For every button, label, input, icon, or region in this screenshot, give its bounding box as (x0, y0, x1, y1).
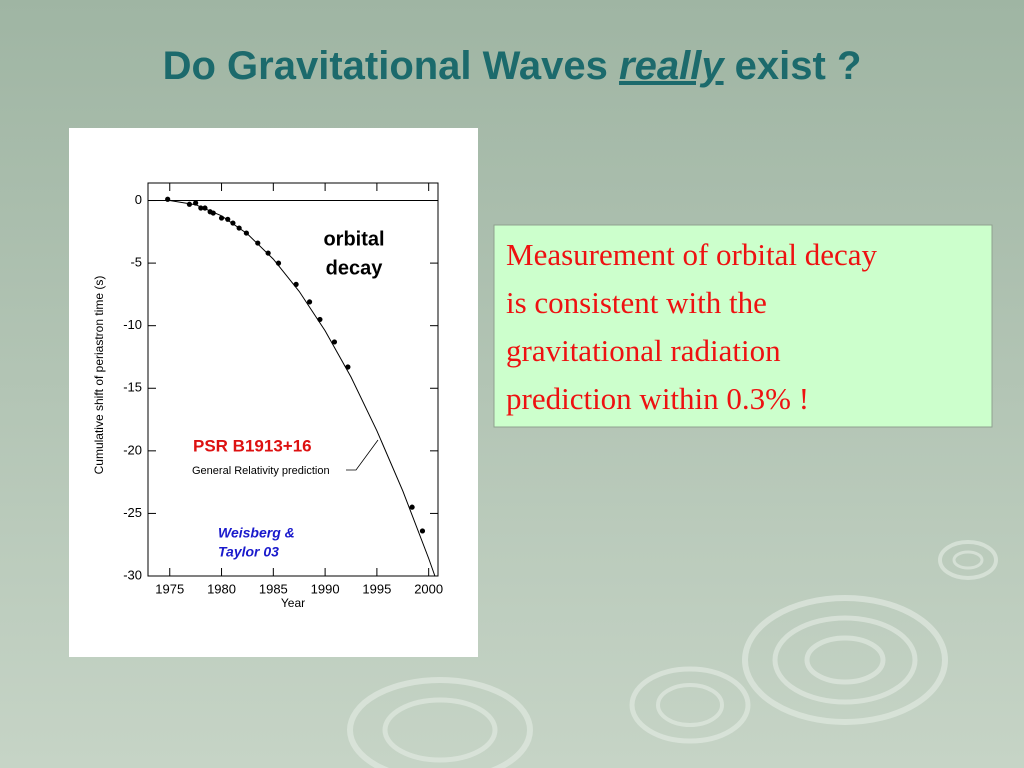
note-text: Measurement of orbital decay is consisten… (506, 237, 877, 416)
title-part: Do Gravitational Waves (163, 44, 619, 88)
note-line: is consistent with the (506, 285, 767, 320)
y-tick-label: -20 (123, 442, 142, 457)
data-point (265, 250, 271, 256)
decay-annotation: orbital (323, 228, 384, 250)
credit-label: Taylor 03 (218, 544, 279, 560)
y-tick-label: -10 (123, 317, 142, 332)
decay-annotation: decay (326, 257, 384, 279)
leader-line (346, 439, 379, 471)
x-tick-label: 1990 (311, 581, 340, 596)
x-tick-label: 1985 (259, 581, 288, 596)
prediction-label: General Relativity prediction (192, 465, 330, 477)
title-part: exist ? (724, 44, 862, 88)
data-point (293, 281, 299, 287)
data-point (186, 201, 193, 207)
y-tick-label: -5 (130, 255, 142, 270)
x-tick-label: 1975 (155, 581, 184, 596)
chart: 1975 1980 1985 1990 1995 2000 0 -5 -10 -15 -20 -25 -… (92, 182, 443, 610)
note-line: gravitational radiation (506, 333, 781, 368)
data-point (165, 196, 171, 202)
y-axis-label: Cumulative shift of periastron time (s) (92, 276, 106, 475)
x-tick-label: 1995 (362, 581, 391, 596)
data-point (306, 299, 313, 305)
note-box (493, 224, 993, 428)
data-point (331, 339, 338, 345)
y-tick-label: -30 (123, 567, 142, 582)
ripples (347, 540, 998, 768)
title-emphasis: really (619, 44, 725, 88)
data-point (409, 504, 415, 510)
x-tick-label: 2000 (414, 581, 443, 596)
slide-title: Do Gravitational Waves really exist ? (163, 44, 862, 88)
note-line: Measurement of orbital decay (506, 237, 877, 272)
y-tick-label: 0 (135, 192, 142, 207)
plot-frame (147, 182, 439, 577)
credit-label: Weisberg & (218, 525, 295, 541)
data-point (419, 528, 426, 534)
x-tick-label: 1980 (207, 581, 236, 596)
data-point (255, 240, 261, 246)
y-tick-label: -25 (123, 505, 142, 520)
note-line: prediction within 0.3% ! (506, 381, 809, 416)
y-tick-label: -15 (123, 380, 142, 395)
prediction-curve (159, 200, 436, 577)
pulsar-label: PSR B1913+16 (193, 436, 312, 455)
x-axis-label: Year (281, 596, 305, 610)
